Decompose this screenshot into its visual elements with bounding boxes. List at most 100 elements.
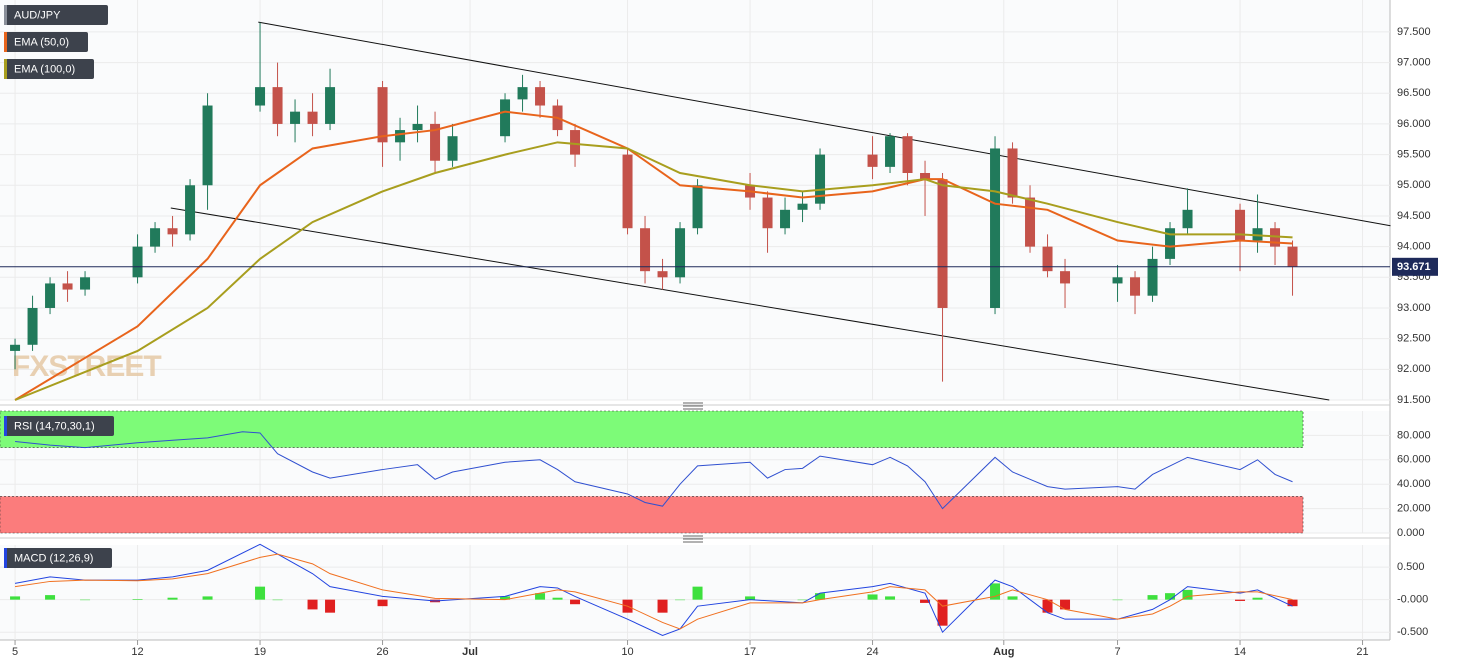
candle-body: [692, 185, 703, 229]
candle-body: [377, 87, 388, 143]
candle-body: [202, 105, 213, 186]
legend-label: AUD/JPY: [14, 9, 61, 21]
candle-body: [62, 283, 73, 290]
legend-label: MACD (12,26,9): [14, 552, 93, 564]
legend-swatch: [4, 32, 7, 52]
legend-box: [4, 32, 88, 52]
candle-body: [885, 136, 896, 167]
legend-box: [4, 5, 108, 25]
candle-body: [1147, 258, 1158, 296]
y-tick-label: -0.000: [1397, 594, 1428, 606]
histogram-bar: [745, 596, 756, 600]
histogram-bar: [937, 599, 948, 626]
series-line: [14, 141, 1293, 401]
candle-body: [1235, 209, 1246, 241]
trendline: [170, 207, 1330, 401]
candle-body: [307, 111, 318, 124]
histogram-bar: [307, 599, 318, 610]
series-line: [14, 431, 1293, 510]
y-tick-label: 94.500: [1397, 210, 1431, 222]
histogram-bar: [1165, 593, 1176, 600]
candle-body: [657, 271, 668, 278]
histogram-bar: [80, 599, 91, 601]
y-tick-label: 97.000: [1397, 56, 1431, 68]
trendline: [258, 21, 1391, 227]
x-tick-label: 21: [1356, 646, 1368, 658]
y-tick-label: 40.000: [1397, 478, 1431, 490]
histogram-bar: [552, 597, 563, 600]
legend-box: [4, 416, 114, 436]
histogram-bar: [10, 596, 21, 600]
candle-body: [500, 99, 511, 137]
y-tick-label: 94.000: [1397, 241, 1431, 253]
y-tick-label: 95.000: [1397, 179, 1431, 191]
histogram-bar: [990, 583, 1001, 600]
band: [0, 410, 1304, 448]
histogram-bar: [132, 599, 143, 600]
candle-body: [325, 87, 336, 124]
candle-body: [167, 228, 178, 235]
x-tick-label: 5: [12, 646, 18, 658]
candle-body: [797, 203, 808, 210]
y-tick-label: 91.500: [1397, 394, 1431, 406]
histogram-bar: [1287, 599, 1298, 607]
candle-body: [570, 130, 581, 155]
legend-box: [4, 59, 94, 79]
candle-body: [1007, 148, 1018, 198]
candle-body: [640, 228, 651, 272]
candle-body: [412, 123, 423, 131]
series-line: [14, 543, 1293, 636]
x-tick-label: 17: [744, 646, 756, 658]
candle-body: [10, 344, 21, 351]
candle-body: [675, 228, 686, 278]
candle-body: [1287, 246, 1298, 267]
x-tick-label: 14: [1234, 646, 1246, 658]
grip: [683, 402, 703, 410]
candle-body: [1112, 277, 1123, 284]
x-tick-label: 26: [376, 646, 388, 658]
histogram-bar: [570, 599, 581, 605]
x-tick-label: 10: [621, 646, 633, 658]
candle-body: [762, 197, 773, 229]
x-tick-label: Aug: [993, 646, 1014, 658]
candle-body: [80, 277, 91, 290]
legend-swatch: [4, 5, 7, 25]
histogram-bar: [325, 599, 336, 613]
candle-body: [780, 209, 791, 229]
histogram-bar: [500, 596, 511, 600]
series-line: [14, 110, 1293, 401]
candle-body: [867, 154, 878, 167]
candle-body: [395, 130, 406, 143]
candle-body: [290, 111, 301, 124]
candle-body: [815, 154, 826, 204]
x-tick-label: Jul: [462, 646, 478, 658]
last-price-box: [1392, 257, 1438, 276]
y-tick-label: 93.000: [1397, 302, 1431, 314]
x-tick-label: 19: [254, 646, 266, 658]
candle-body: [1165, 228, 1176, 259]
candle-body: [447, 136, 458, 161]
histogram-bar: [272, 599, 283, 601]
legend-swatch: [4, 59, 7, 79]
legend-label: EMA (50,0): [14, 36, 69, 48]
histogram-bar: [657, 599, 668, 613]
x-tick-label: 7: [1114, 646, 1120, 658]
candle-body: [45, 283, 56, 308]
candle-body: [150, 228, 161, 247]
candle-body: [132, 246, 143, 278]
legend-label: RSI (14,70,30,1): [14, 420, 95, 432]
histogram-bar: [1060, 599, 1071, 610]
y-tick-label: 60.000: [1397, 454, 1431, 466]
candle-body: [255, 87, 266, 106]
candle-body: [517, 87, 528, 100]
y-tick-label: 0.000: [1397, 527, 1425, 539]
legend-box: [4, 548, 112, 568]
grip: [683, 535, 703, 543]
candle-body: [1042, 246, 1053, 272]
watermark: FXSTREET: [12, 350, 161, 383]
y-tick-label: 92.000: [1397, 363, 1431, 375]
x-tick-label: 24: [866, 646, 878, 658]
legend-swatch: [4, 548, 7, 568]
y-tick-label: 0.500: [1397, 561, 1425, 573]
